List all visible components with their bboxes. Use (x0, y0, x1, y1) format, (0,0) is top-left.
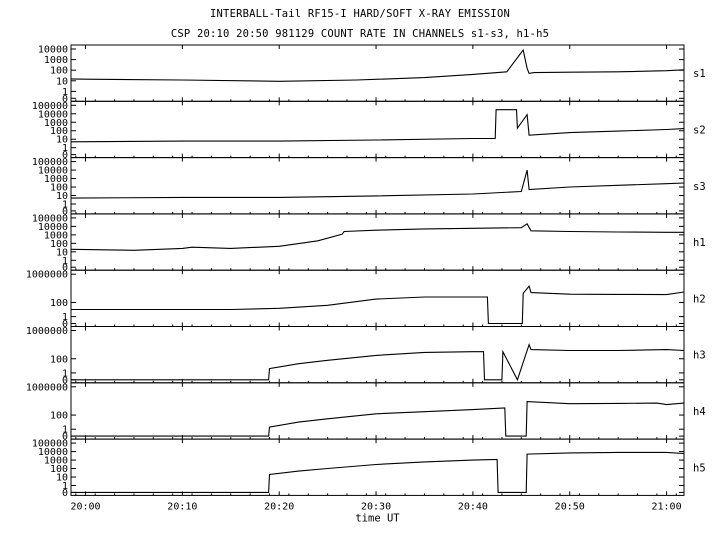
y-tick-label-h1: 10 (56, 247, 68, 258)
y-tick-label-s1: 1000 (44, 55, 68, 66)
series-line-h2 (71, 285, 685, 325)
y-tick-label-s2: 10000 (38, 109, 68, 120)
y-tick-label-h5: 0 (62, 488, 68, 499)
y-tick-label-s1: 10000 (38, 45, 68, 56)
x-tick-label: 21:00 (652, 501, 682, 512)
panel-frame-h1 (70, 213, 685, 271)
y-tick-label-h5: 100000 (32, 439, 68, 450)
x-axis-label: time UT (355, 512, 400, 524)
x-tick-label: 20:50 (555, 501, 585, 512)
chart-title: INTERBALL-Tail RF15-I HARD/SOFT X-RAY EM… (210, 8, 510, 20)
y-tick-label-s1: 100 (50, 66, 68, 77)
panel-label-h5: h5 (693, 462, 706, 474)
series-line-h1 (70, 223, 684, 251)
y-tick-label-h3: 0 (62, 375, 68, 386)
series-line-s3 (70, 169, 685, 199)
y-tick-label-h5: 1000 (44, 456, 68, 467)
panel-label-s3: s3 (693, 181, 706, 193)
y-tick-label-s3: 100000 (32, 157, 68, 168)
chart-subtitle: CSP 20:10 20:50 981129 COUNT RATE IN CHA… (170, 28, 550, 40)
y-tick-label-h1: 100000 (32, 213, 68, 224)
panel-label-h4: h4 (693, 406, 706, 418)
y-tick-label-h4: 1000000 (26, 382, 68, 393)
y-tick-label-h2: 0 (62, 319, 68, 330)
y-tick-label-h5: 10 (56, 473, 68, 484)
panel-label-h3: h3 (693, 350, 706, 362)
y-tick-label-h4: 0 (62, 432, 68, 443)
y-tick-label-s2: 10 (56, 135, 68, 146)
y-tick-label-h4: 100 (50, 411, 68, 422)
y-tick-label-h1: 1 (62, 256, 68, 267)
y-tick-label-s2: 1 (62, 143, 68, 154)
y-tick-label-s2: 100000 (32, 101, 68, 112)
series-line-h3 (71, 342, 685, 382)
panel-frame-h5 (70, 438, 685, 496)
y-tick-label-h1: 100 (50, 239, 68, 250)
y-tick-label-s2: 1000 (44, 118, 68, 129)
panel-label-s1: s1 (693, 68, 706, 80)
y-tick-label-h2: 100 (50, 298, 68, 309)
panel-frame-s2 (70, 100, 685, 159)
y-tick-label-s3: 10000 (38, 166, 68, 177)
panel-label-h1: h1 (693, 237, 706, 249)
y-tick-label-h4: 1 (62, 425, 68, 436)
y-tick-label-h3: 1000000 (26, 326, 68, 337)
x-tick-label: 20:10 (167, 501, 197, 512)
y-tick-label-s1: 1 (62, 87, 68, 98)
y-tick-label-s2: 0 (62, 150, 68, 161)
y-tick-label-h5: 100 (50, 464, 68, 475)
panel-frame-h2 (70, 269, 685, 328)
panel-frame-h3 (70, 326, 685, 384)
y-tick-label-h2: 1 (62, 312, 68, 323)
y-tick-label-h3: 1 (62, 368, 68, 379)
y-tick-label-s3: 100 (50, 183, 68, 194)
x-tick-label: 20:30 (361, 501, 391, 512)
x-tick-label: 20:40 (458, 501, 488, 512)
y-tick-label-s1: 0 (62, 94, 68, 105)
y-tick-label-h1: 0 (62, 263, 68, 274)
series-line-s2 (70, 109, 685, 143)
y-tick-label-s3: 0 (62, 206, 68, 217)
y-tick-label-h1: 10000 (38, 222, 68, 233)
x-tick-label: 20:20 (264, 501, 294, 512)
series-line-s1 (70, 48, 685, 82)
y-tick-label-s3: 10 (56, 191, 68, 202)
x-tick-label: 20:00 (70, 501, 100, 512)
y-tick-label-s3: 1 (62, 199, 68, 210)
panel-frame-s1 (70, 44, 685, 102)
series-line-h4 (71, 401, 685, 437)
y-tick-label-h2: 1000000 (26, 270, 68, 281)
y-tick-label-h1: 1000 (44, 230, 68, 241)
y-tick-label-s2: 100 (50, 126, 68, 137)
y-tick-label-h5: 10000 (38, 447, 68, 458)
y-tick-label-h5: 1 (62, 481, 68, 492)
panel-label-s2: s2 (693, 124, 706, 136)
series-line-h5 (71, 451, 685, 493)
y-tick-label-s3: 1000 (44, 174, 68, 185)
panel-label-h2: h2 (693, 293, 706, 305)
y-tick-label-h3: 100 (50, 354, 68, 365)
y-tick-label-s1: 10 (56, 76, 68, 87)
panel-frame-h4 (70, 382, 685, 440)
